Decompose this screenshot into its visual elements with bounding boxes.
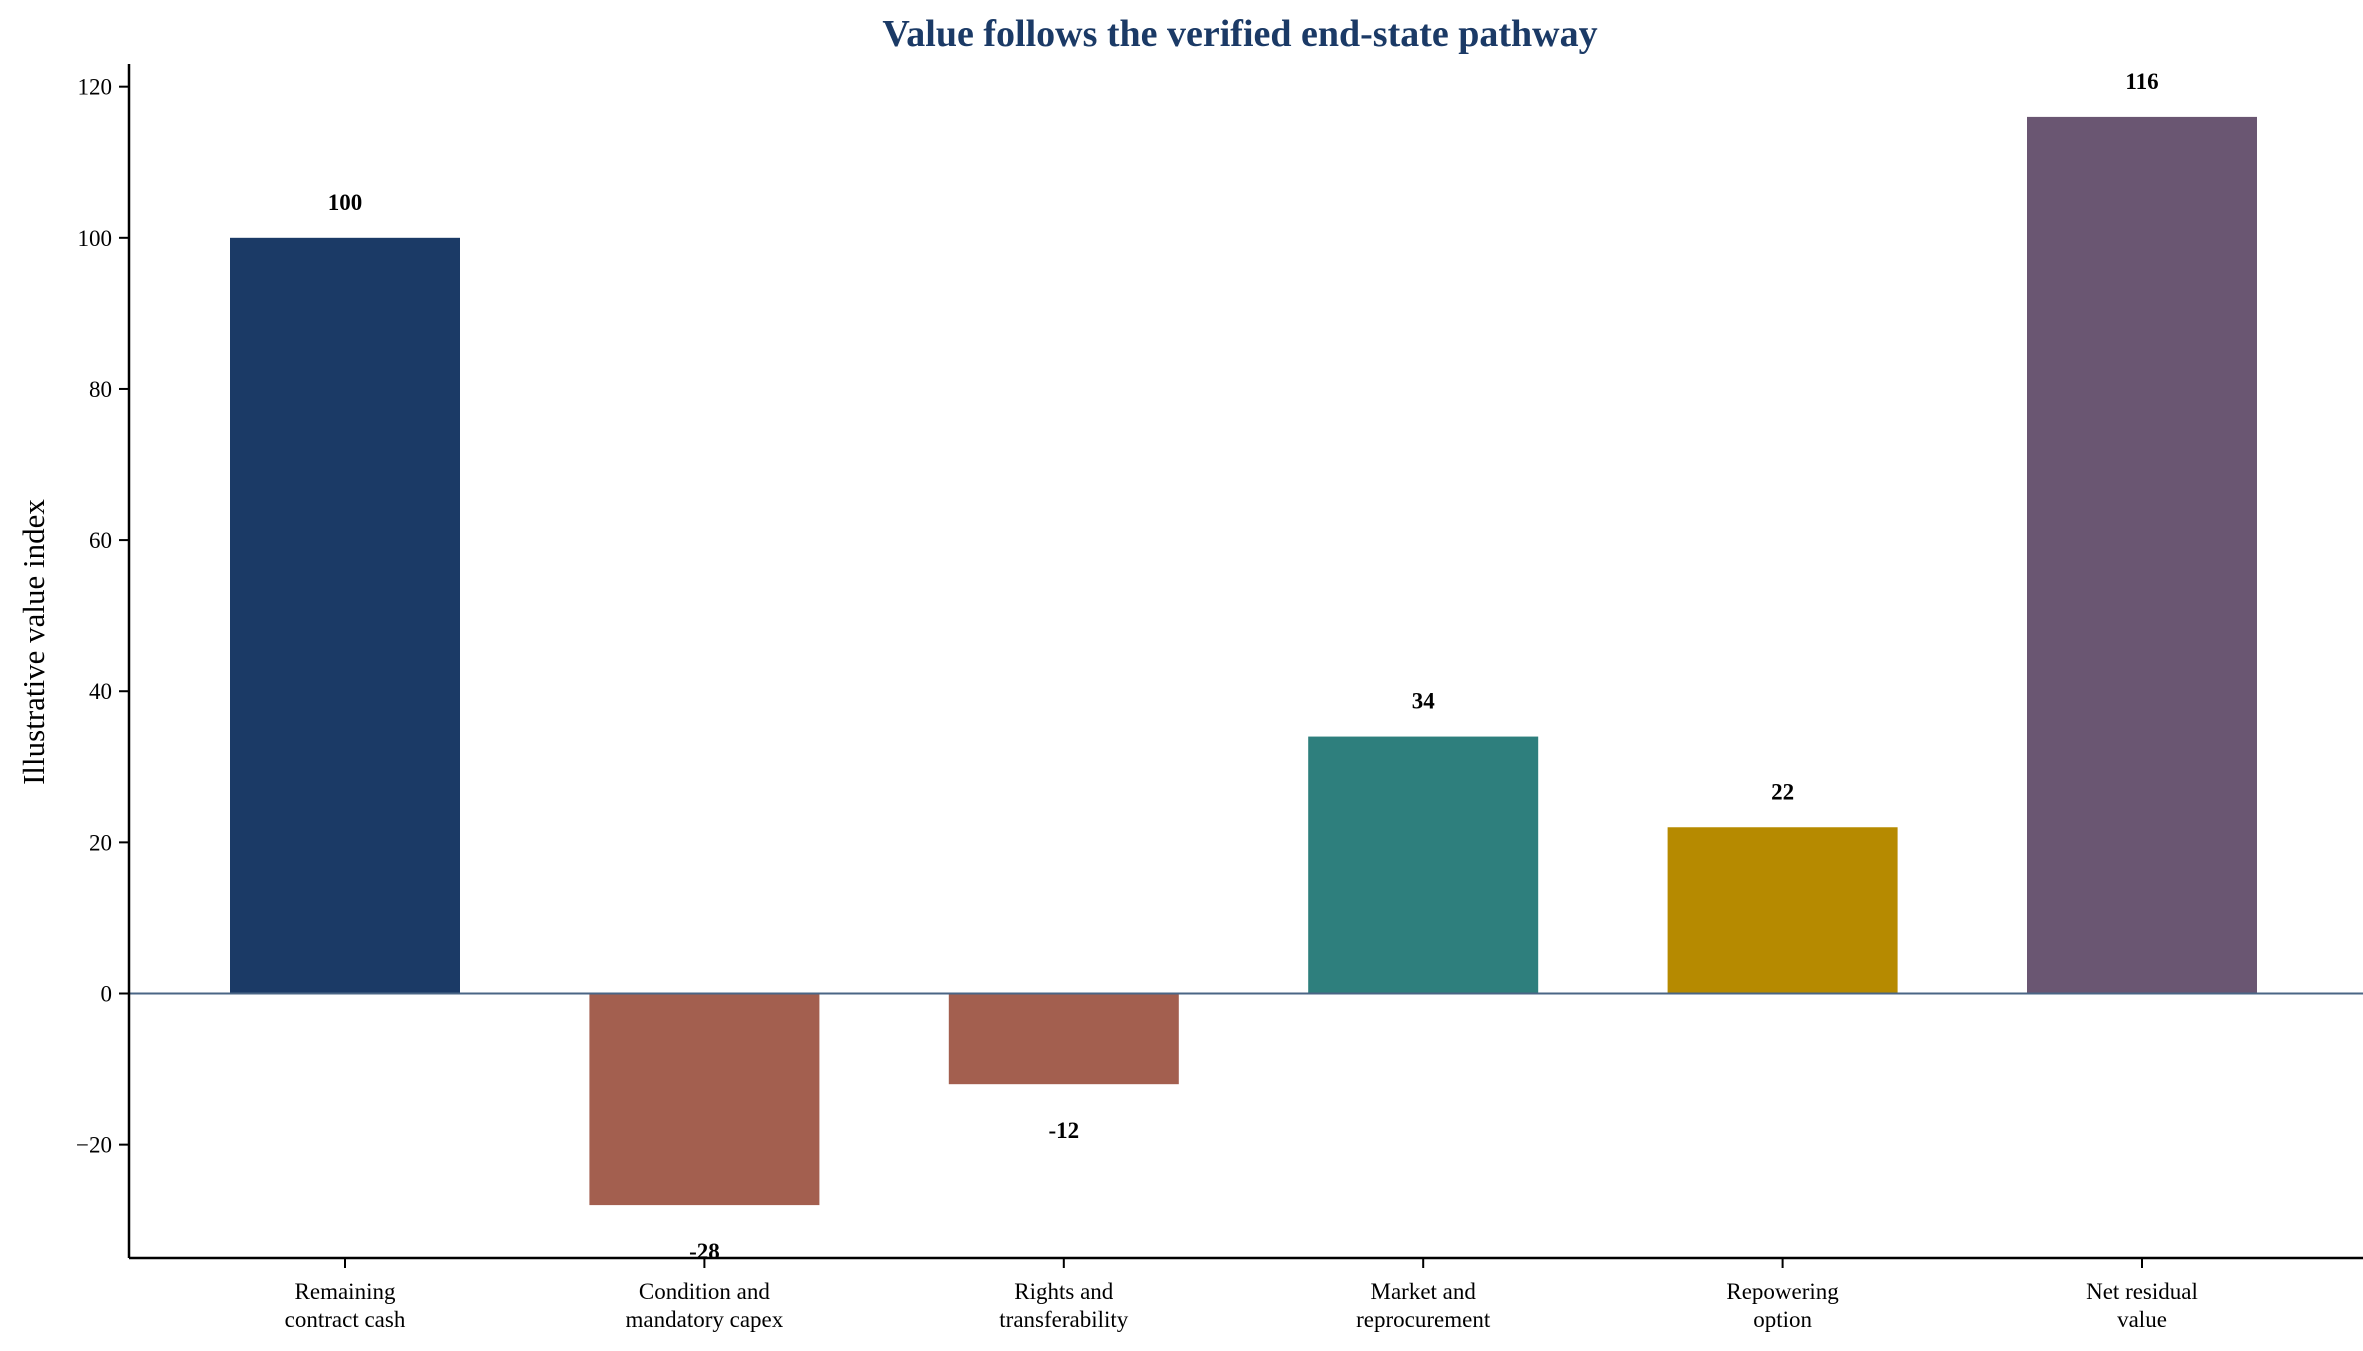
- x-tick-label: Repowering option: [1726, 1279, 1839, 1332]
- x-tick-label: Rights and transferability: [999, 1279, 1129, 1332]
- y-tick-label: −20: [76, 1133, 112, 1158]
- x-tick-label: Condition and mandatory capex: [626, 1279, 784, 1332]
- x-tick-label: Remaining contract cash: [285, 1279, 406, 1332]
- y-tick-label: 20: [89, 830, 112, 855]
- bar: [2027, 116, 2257, 994]
- y-tick-label: 80: [89, 377, 112, 402]
- data-label: 116: [2125, 69, 2158, 94]
- bar: [589, 993, 820, 1206]
- data-label: 34: [1412, 689, 1436, 714]
- y-tick-label: 120: [78, 75, 113, 100]
- bar: [1667, 827, 1898, 994]
- bar: [230, 237, 460, 994]
- data-label: 100: [328, 190, 363, 215]
- bars: [230, 116, 2257, 1206]
- x-tick-label: Net residual value: [2086, 1279, 2198, 1332]
- x-tick-label: Market and reprocurement: [1356, 1279, 1491, 1332]
- bar: [1308, 736, 1539, 994]
- y-tick-label: 100: [78, 226, 113, 251]
- y-tick-label: 40: [89, 679, 112, 704]
- x-axis: Remaining contract cash Condition and manda…: [285, 1258, 2198, 1332]
- y-tick-label: 0: [101, 982, 113, 1007]
- chart-title: Value follows the verified end-state pat…: [882, 13, 1597, 55]
- y-tick-label: 60: [89, 528, 112, 553]
- data-label: -12: [1048, 1118, 1079, 1143]
- bar: [948, 993, 1179, 1085]
- y-axis: −20 0 20 40 60 80 100 120: [76, 75, 129, 1158]
- y-axis-label: Illustrative value index: [16, 499, 51, 785]
- data-label: 22: [1771, 779, 1794, 804]
